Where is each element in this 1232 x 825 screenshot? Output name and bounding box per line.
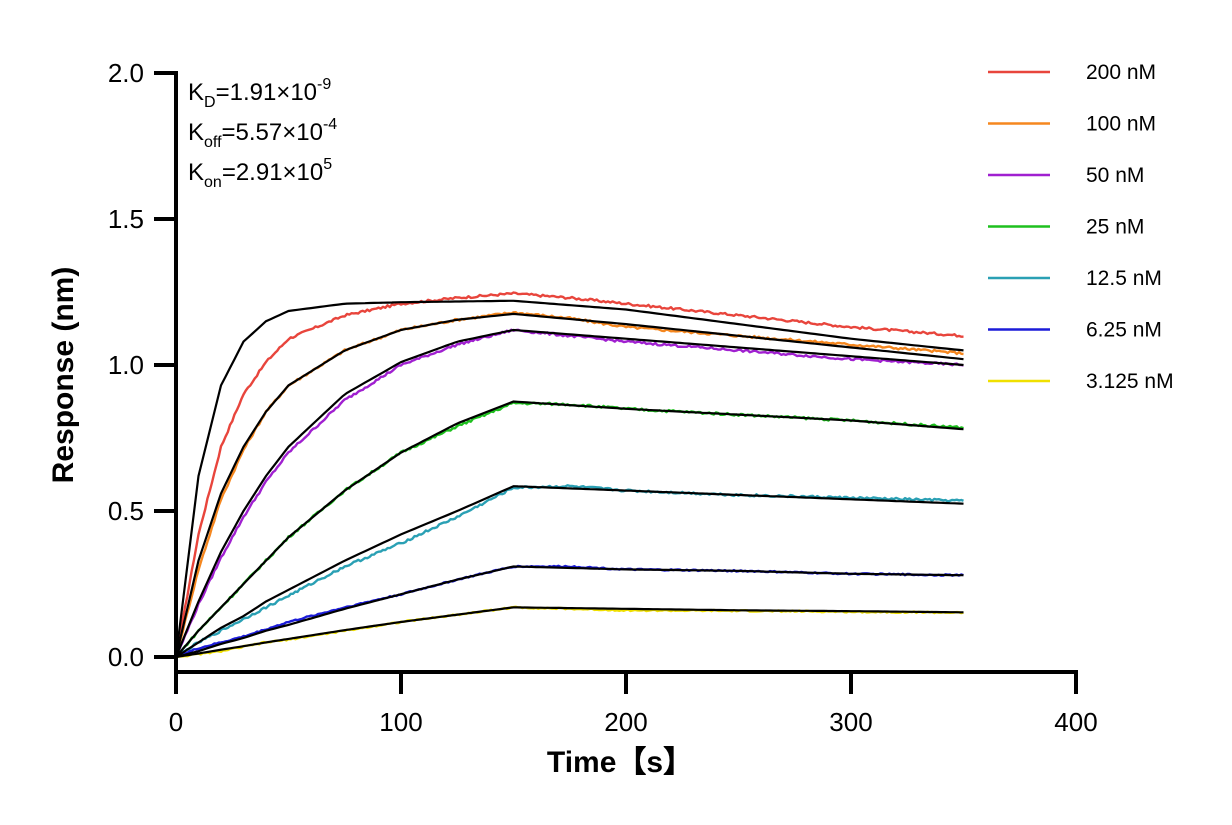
kinetics-annotations: KD=1.91×10-9 Koff=5.57×10-4 Kon=2.91×105 xyxy=(188,76,337,191)
x-tick-label: 200 xyxy=(604,707,647,737)
series-line xyxy=(174,311,964,658)
y-tick-label: 2.0 xyxy=(108,58,144,88)
fit-line xyxy=(174,312,964,658)
series-line xyxy=(175,484,964,659)
axes: 0.0 0.5 1.0 1.5 2.0 0 100 200 300 400 xyxy=(108,58,1098,737)
plot-area xyxy=(174,291,964,659)
series-line xyxy=(174,328,964,658)
fit-line xyxy=(175,485,964,658)
kon-annotation: Kon=2.91×105 xyxy=(188,156,332,191)
legend-label: 12.5 nM xyxy=(1086,267,1162,290)
y-tick-label: 1.0 xyxy=(108,350,144,380)
fit-line xyxy=(175,565,964,659)
fit-line xyxy=(174,328,964,658)
legend-label: 50 nM xyxy=(1086,164,1144,187)
fit-line xyxy=(174,299,964,658)
kd-annotation: KD=1.91×10-9 xyxy=(188,76,331,111)
fit-line xyxy=(175,606,964,659)
koff-annotation: Koff=5.57×10-4 xyxy=(188,116,337,151)
legend-label: 25 nM xyxy=(1086,216,1144,239)
y-axis-title: Response (nm) xyxy=(47,267,80,484)
x-axis-title: Time【s】 xyxy=(547,746,693,779)
y-tick-label: 1.5 xyxy=(108,204,144,234)
x-tick-label: 300 xyxy=(829,707,872,737)
x-tick-label: 100 xyxy=(379,707,422,737)
legend-label: 100 nM xyxy=(1086,113,1156,136)
x-tick-label: 0 xyxy=(169,707,183,737)
legend-label: 6.25 nM xyxy=(1086,319,1162,342)
y-tick-label: 0.0 xyxy=(108,642,144,672)
x-tick-label: 400 xyxy=(1054,707,1097,737)
series-line xyxy=(175,605,964,659)
y-tick-label: 0.5 xyxy=(108,496,144,526)
legend-label: 3.125 nM xyxy=(1086,370,1174,393)
legend: 200 nM 100 nM 50 nM 25 nM 12.5 nM 6.25 nM 3.12… xyxy=(988,61,1174,393)
fit-line xyxy=(175,400,964,658)
series-line xyxy=(174,291,964,658)
legend-label: 200 nM xyxy=(1086,61,1156,84)
